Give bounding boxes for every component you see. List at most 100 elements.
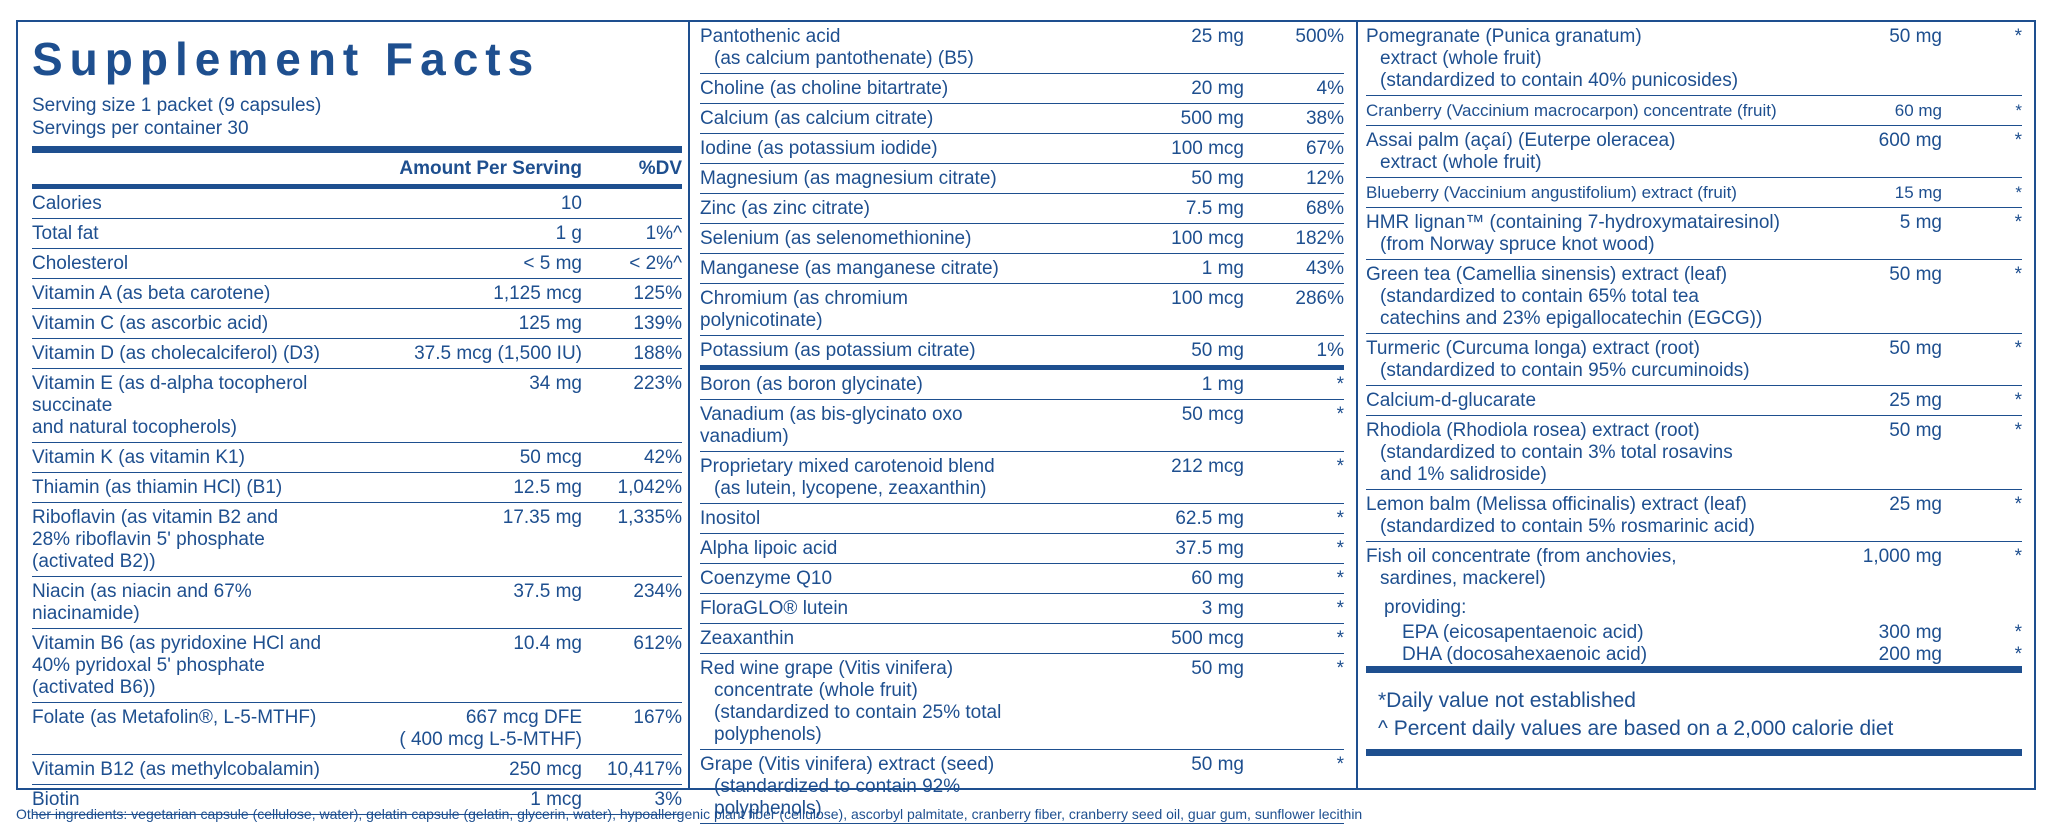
nutrient-row: Chromium (as chromium polynicotinate) 100…: [700, 284, 1344, 336]
nutrient-row: Coenzyme Q10 60 mg *: [700, 564, 1344, 594]
header-dv: %DV: [638, 157, 682, 179]
nutrient-name-line: Boron (as boron glycinate): [700, 374, 923, 395]
column-divider-2: [1356, 20, 1358, 790]
nutrient-amount: 50 mg: [1024, 754, 1244, 820]
nutrient-dv: *: [2015, 101, 2022, 120]
nutrient-amount: 250 mcg: [352, 759, 582, 781]
serving-size: Serving size 1 packet (9 capsules): [32, 95, 322, 116]
nutrient-row: Cranberry (Vaccinium macrocarpon) concen…: [1366, 96, 2022, 126]
amount-value: 50 mg: [1191, 168, 1244, 189]
nutrient-row: Zinc (as zinc citrate) 7.5 mg 68%: [700, 194, 1344, 224]
nutrient-amount: 7.5 mg: [1024, 198, 1244, 220]
nutrient-name-line: Cranberry (Vaccinium macrocarpon) concen…: [1366, 101, 1777, 120]
amount-value: 17.35 mg: [502, 507, 582, 528]
amount-value: 50 mg: [1889, 420, 1942, 441]
nutrient-row: Magnesium (as magnesium citrate) 50 mg 12%: [700, 164, 1344, 194]
nutrient-name-line: Pantothenic acid: [700, 26, 841, 47]
nutrient-name-subline: (as lutein, lycopene, zeaxanthin): [714, 478, 987, 499]
nutrient-name-subline: (standardized to contain 95% curcuminoid…: [1380, 360, 1750, 381]
nutrient-amount: 100 mcg: [1024, 228, 1244, 250]
nutrient-name-line: Calcium (as calcium citrate): [700, 108, 934, 129]
nutrient-name-subline: concentrate (whole fruit): [714, 680, 918, 701]
nutrient-name-line: Rhodiola (Rhodiola rosea) extract (root): [1366, 420, 1700, 441]
facts-column-2: Pantothenic acid (as calcium pantothenate…: [700, 22, 1344, 824]
nutrient-row: Vitamin A (as beta carotene) 1,125 mcg 125…: [32, 279, 682, 309]
nutrient-dv: *: [1336, 598, 1344, 619]
nutrient-row: Manganese (as manganese citrate) 1 mg 43%: [700, 254, 1344, 284]
nutrient-dv: 3%: [654, 789, 682, 810]
amount-value: 1 mcg: [530, 789, 582, 810]
fish-oil-breakdown: providing: EPA (eicosapentaenoic acid) 30…: [1366, 593, 2022, 666]
nutrient-row: Pantothenic acid (as calcium pantothenate…: [700, 22, 1344, 74]
nutrient-name-line: Calcium-d-glucarate: [1366, 390, 1537, 411]
nutrient-amount: 37.5 mg: [1024, 538, 1244, 560]
nutrient-row: Vanadium (as bis-glycinato oxo vanadium)…: [700, 400, 1344, 452]
amount-value: 50 mcg: [519, 447, 582, 468]
nutrient-amount: 1 mcg: [352, 789, 582, 811]
nutrient-name-line: Vitamin K (as vitamin K1): [32, 447, 245, 468]
nutrient-row: FloraGLO® lutein 3 mg *: [700, 594, 1344, 624]
nutrient-dv: *: [1336, 658, 1344, 679]
nutrient-dv: 68%: [1305, 198, 1344, 219]
nutrient-dv: 167%: [633, 707, 682, 728]
nutrient-dv: *: [2014, 338, 2022, 359]
nutrient-amount: 10.4 mg: [352, 633, 582, 699]
nutrient-name-line: Biotin: [32, 789, 80, 810]
nutrient-amount: 15 mg: [1802, 182, 1942, 204]
nutrient-name-line: Zinc (as zinc citrate): [700, 198, 870, 219]
nutrient-name-line: Magnesium (as magnesium citrate): [700, 168, 997, 189]
nutrient-amount: 212 mcg: [1024, 456, 1244, 500]
nutrient-dv: *: [1336, 538, 1344, 559]
nutrient-name: Vitamin K (as vitamin K1): [32, 447, 352, 469]
nutrient-amount: 600 mg: [1802, 130, 1942, 174]
serving-info: Serving size 1 packet (9 capsules) Servi…: [32, 94, 682, 140]
nutrient-name: Riboflavin (as vitamin B2 and 28% ribofla…: [32, 507, 352, 573]
amount-value: 34 mg: [529, 373, 582, 394]
nutrient-name-line: Vitamin B12 (as methylcobalamin): [32, 759, 320, 780]
amount-value: 10: [560, 193, 582, 214]
other-ingredients: Other ingredients: vegetarian capsule (c…: [16, 806, 1363, 822]
nutrient-row: Green tea (Camellia sinensis) extract (l…: [1366, 260, 2022, 334]
nutrient-name-line: EPA (eicosapentaenoic acid): [1402, 622, 1644, 643]
nutrient-amount: 12.5 mg: [352, 477, 582, 499]
amount-value: 50 mcg: [1181, 404, 1244, 425]
amount-value: 10.4 mg: [513, 633, 582, 654]
nutrient-dv: 139%: [633, 313, 682, 334]
nutrient-list-1: Calories 10 Total fat 1 g 1%^ Cholesterol < 5 …: [32, 189, 682, 815]
nutrient-name: Assai palm (açaí) (Euterpe oleracea) extr…: [1366, 130, 1802, 174]
nutrient-name: Cholesterol: [32, 253, 352, 275]
nutrient-row: Rhodiola (Rhodiola rosea) extract (root)…: [1366, 416, 2022, 490]
nutrient-name-line: Calories: [32, 193, 102, 214]
nutrient-amount: 60 mg: [1802, 100, 1942, 122]
nutrient-name-line: Chromium (as chromium polynicotinate): [700, 288, 908, 331]
nutrient-name: Magnesium (as magnesium citrate): [700, 168, 1024, 190]
nutrient-name: Turmeric (Curcuma longa) extract (root)(…: [1366, 338, 1802, 382]
amount-value: 1 mg: [1201, 374, 1244, 395]
amount-value: 37.5 mg: [1175, 538, 1244, 559]
nutrient-list-3: Pomegranate (Punica granatum) extract (wh…: [1366, 22, 2022, 593]
nutrient-name: Proprietary mixed carotenoid blend (as lu…: [700, 456, 1024, 500]
nutrient-name-line: Vitamin E (as d-alpha tocopherol succina…: [32, 373, 308, 416]
nutrient-name-line: Thiamin (as thiamin HCl) (B1): [32, 477, 283, 498]
nutrient-row: Vitamin E (as d-alpha tocopherol succina…: [32, 369, 682, 443]
nutrient-amount: 100 mcg: [1024, 288, 1244, 332]
amount-value: 500 mg: [1180, 108, 1244, 129]
nutrient-dv: *: [2014, 264, 2022, 285]
nutrient-dv: *: [2014, 130, 2022, 151]
nutrient-row: EPA (eicosapentaenoic acid) 300 mg *: [1366, 622, 2022, 644]
nutrient-amount: 1 g: [352, 223, 582, 245]
nutrient-name-subline: (as calcium pantothenate) (B5): [714, 48, 974, 69]
nutrient-row: Vitamin B6 (as pyridoxine HCl and 40% pyr…: [32, 629, 682, 703]
nutrient-name: Calcium-d-glucarate: [1366, 390, 1802, 412]
nutrient-name: FloraGLO® lutein: [700, 598, 1024, 620]
amount-value: 25 mg: [1191, 26, 1244, 47]
nutrient-name: Folate (as Metafolin®, L-5-MTHF): [32, 707, 352, 751]
amount-value: 20 mg: [1191, 78, 1244, 99]
amount-value: 250 mcg: [509, 759, 582, 780]
amount-value: 37.5 mg: [513, 581, 582, 602]
nutrient-dv: 1%^: [645, 223, 682, 244]
nutrient-row: Vitamin D (as cholecalciferol) (D3) 37.5 …: [32, 339, 682, 369]
nutrient-amount: 200 mg: [1802, 644, 1942, 666]
amount-value: 500 mcg: [1171, 628, 1244, 649]
nutrient-row: HMR lignan™ (containing 7-hydroxymataire…: [1366, 208, 2022, 260]
